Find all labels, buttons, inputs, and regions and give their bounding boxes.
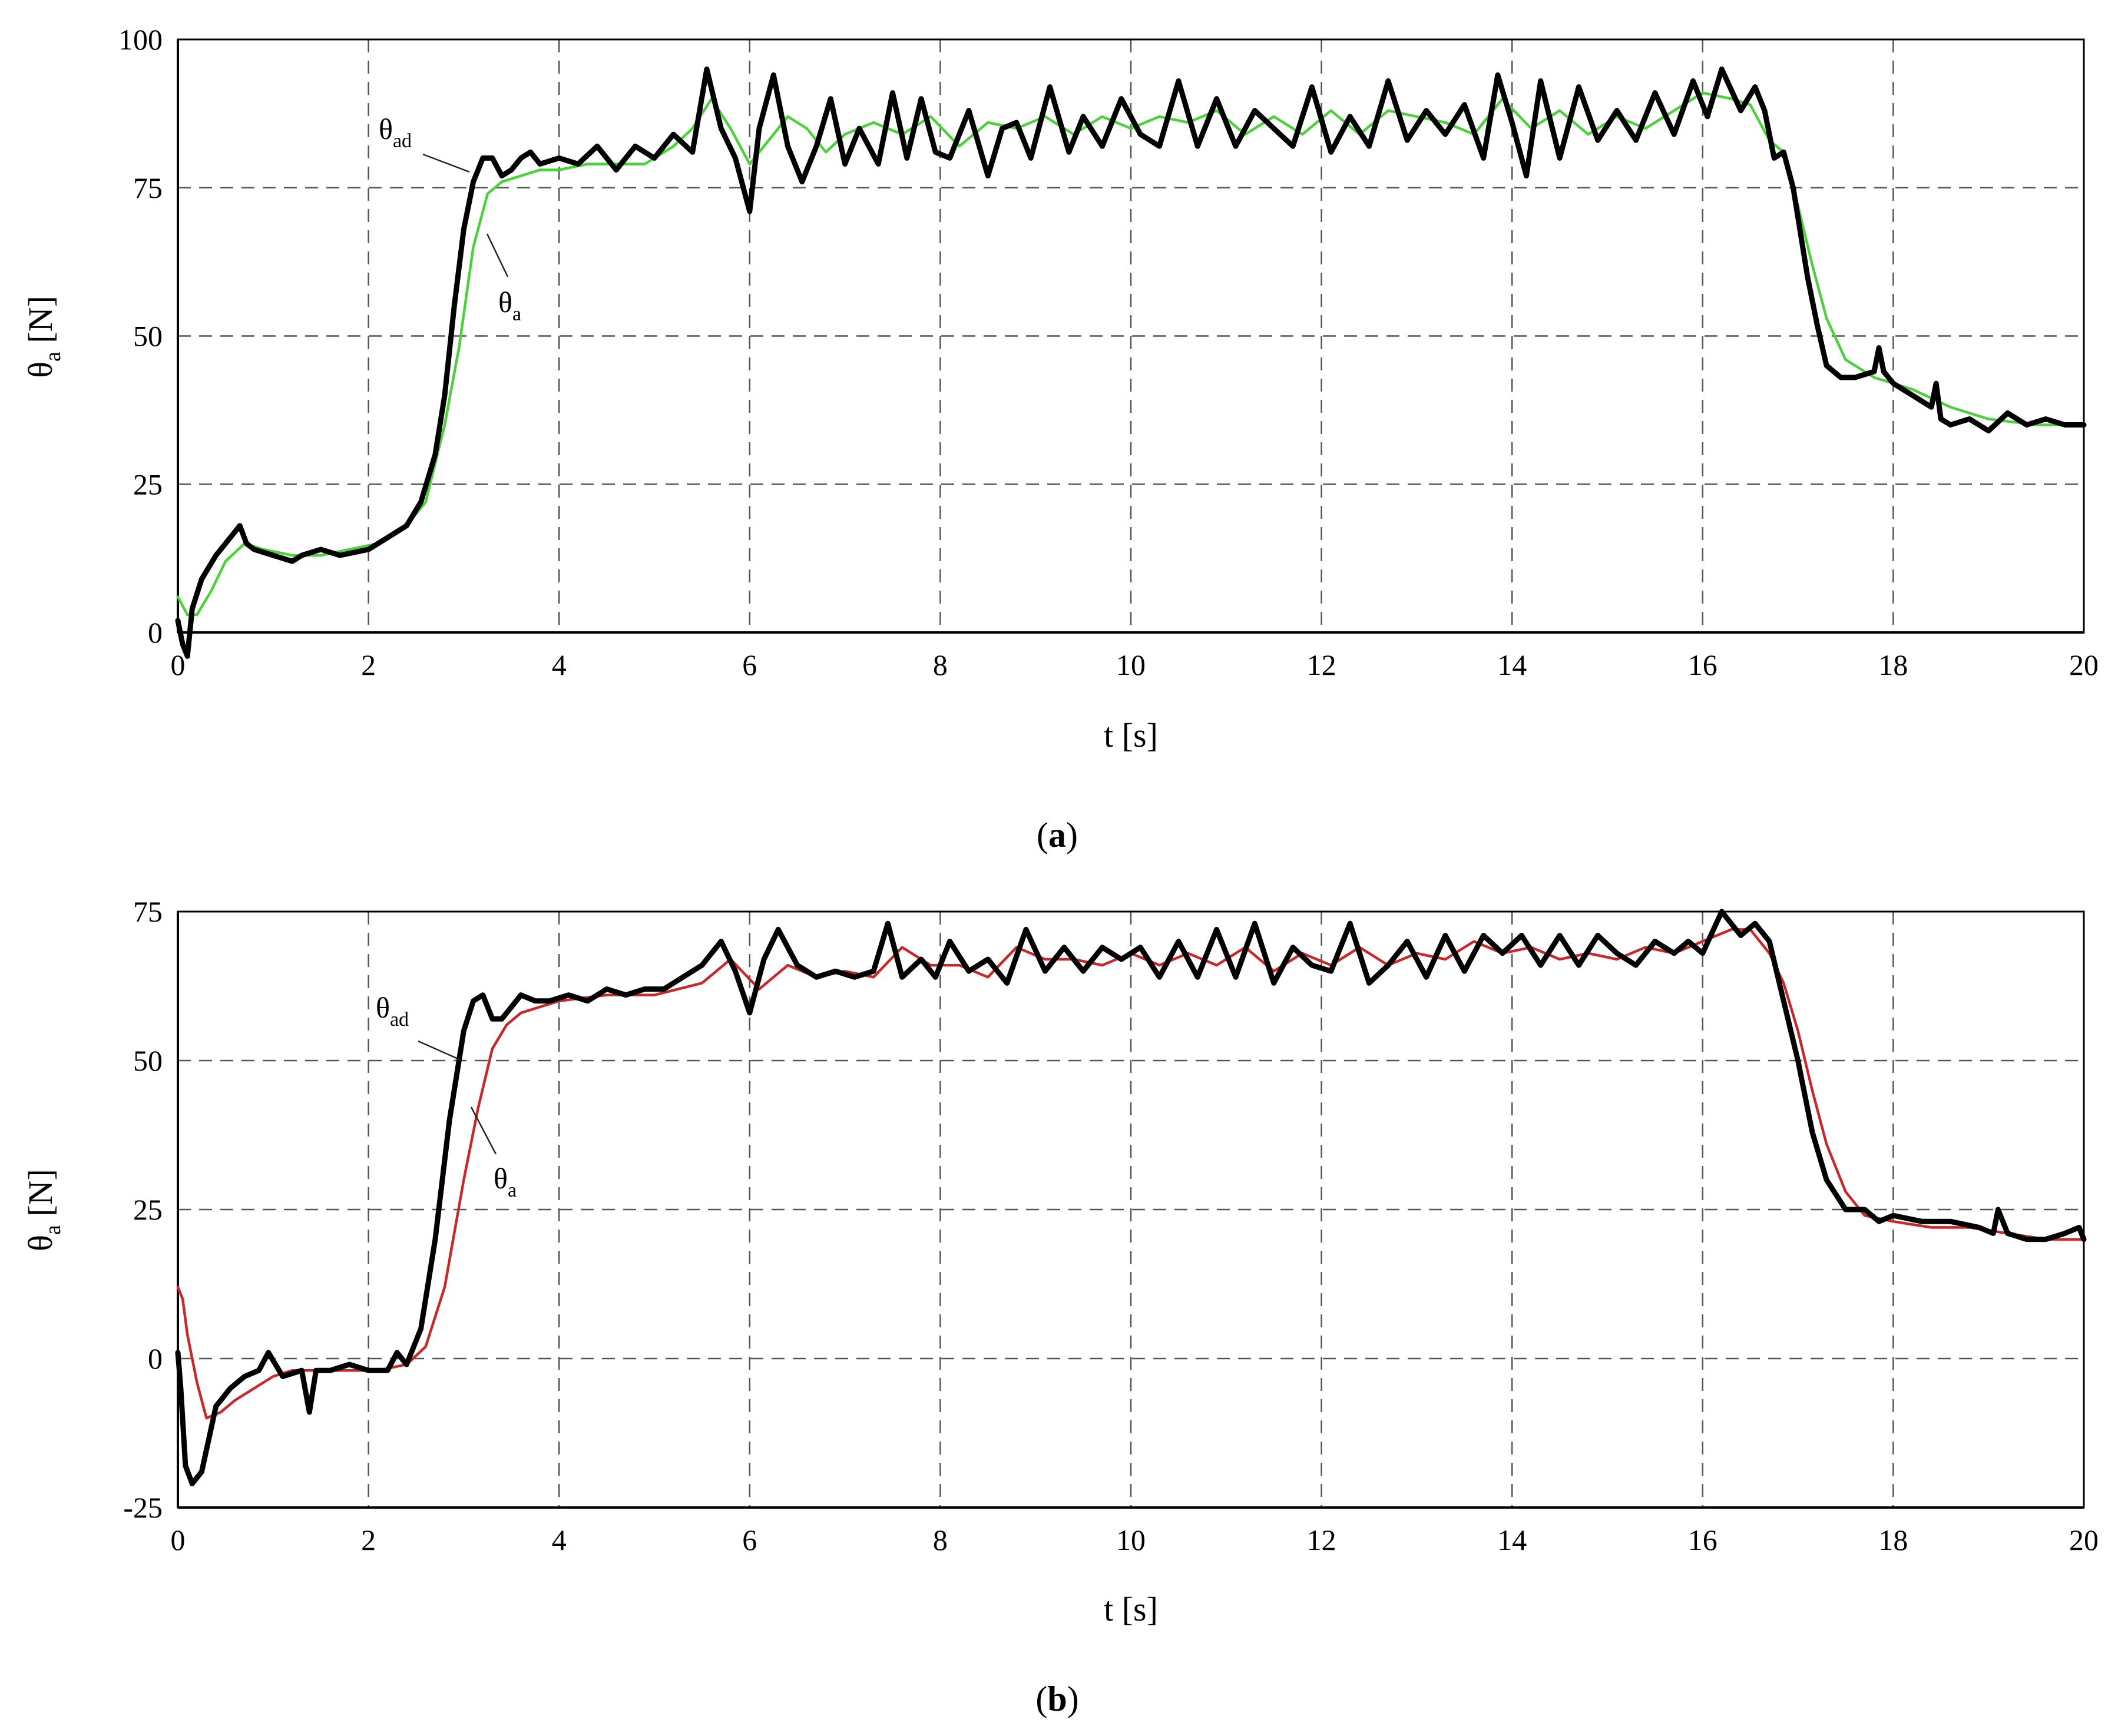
panel-a-x-tick-label: 8 — [933, 648, 948, 681]
panel-a-annotation-leader-a — [486, 233, 509, 277]
panel-b-series — [175, 909, 2087, 1486]
panel-b-x-tick-label: 14 — [1497, 1523, 1527, 1556]
panel-a-grid — [178, 39, 2084, 632]
panel-a: 0 2 4 6 8 10 12 14 16 18 20 0 25 50 75 100 θad θa θa [… — [21, 23, 2099, 854]
panel-a-y-axis-label: θa [N] — [21, 296, 65, 378]
panel-a-x-tick-label: 14 — [1497, 648, 1527, 681]
panel-a-x-tick-label: 18 — [1878, 648, 1908, 681]
panel-a-y-tick-label: 0 — [148, 616, 163, 649]
panel-b-y-tick-label: 75 — [133, 895, 163, 928]
panel-b-x-tick-label: 20 — [2069, 1523, 2099, 1556]
panel-a-y-ticks: 0 25 50 75 100 — [118, 23, 163, 649]
panel-b-x-tick-label: 6 — [742, 1523, 757, 1556]
panel-b-x-tick-label: 16 — [1688, 1523, 1717, 1556]
panel-b-caption: (b) — [1035, 1679, 1078, 1718]
panel-b-annotation-leader-a — [470, 1106, 497, 1155]
panel-b-grid — [178, 912, 2084, 1508]
panel-a-x-tick-label: 12 — [1307, 648, 1336, 681]
panel-a-annotation-theta-a: θa — [498, 286, 521, 325]
panel-a-x-tick-label: 16 — [1688, 648, 1717, 681]
panel-a-series — [175, 66, 2087, 659]
panel-a-x-tick-label: 4 — [552, 648, 567, 681]
panel-b-x-tick-label: 18 — [1878, 1523, 1908, 1556]
panel-b-x-tick-label: 2 — [361, 1523, 376, 1556]
panel-a-y-tick-label: 25 — [133, 468, 163, 501]
panel-a-x-tick-label: 2 — [361, 648, 376, 681]
panel-a-y-tick-label: 75 — [133, 171, 163, 204]
panel-b-annotation-theta-ad: θad — [376, 991, 409, 1031]
panel-b-series-theta-ad-line — [175, 909, 2087, 1486]
panel-b-x-tick-label: 4 — [552, 1523, 567, 1556]
panel-a-caption: (a) — [1037, 816, 1078, 854]
panel-b-y-tick-label: -25 — [123, 1491, 163, 1524]
panel-b-annotation-leader-ad — [418, 1040, 461, 1061]
panel-b-x-tick-label: 8 — [933, 1523, 948, 1556]
panel-b-y-tick-label: 0 — [148, 1342, 163, 1375]
panel-b-x-ticks: 0 2 4 6 8 10 12 14 16 18 20 — [171, 1523, 2099, 1556]
panel-b-series-theta-a-line — [176, 928, 2086, 1420]
panel-a-x-tick-label: 20 — [2069, 648, 2099, 681]
panel-a-x-tick-label: 0 — [171, 648, 186, 681]
panel-a-x-tick-label: 6 — [742, 648, 757, 681]
panel-a-y-tick-label: 50 — [133, 320, 163, 353]
panel-b-y-tick-label: 25 — [133, 1193, 163, 1226]
panel-b-y-ticks: -25 0 25 50 75 — [123, 895, 163, 1524]
panel-b-annotation-theta-a: θa — [494, 1162, 517, 1201]
panel-b-x-axis-label: t [s] — [1104, 1590, 1158, 1628]
panel-b-y-tick-label: 50 — [133, 1044, 163, 1077]
panel-b-x-tick-label: 0 — [171, 1523, 186, 1556]
panel-b-x-tick-label: 10 — [1116, 1523, 1146, 1556]
panel-a-annotation-leader-ad — [422, 153, 470, 173]
panel-a-x-axis-label: t [s] — [1104, 716, 1158, 754]
panel-b-y-axis-label: θa [N] — [21, 1169, 65, 1251]
panel-a-series-theta-ad-line — [175, 66, 2087, 659]
panel-b-x-tick-label: 12 — [1307, 1523, 1336, 1556]
panel-a-annotation-theta-ad: θad — [379, 112, 412, 152]
panel-a-y-tick-label: 100 — [118, 23, 163, 56]
panel-a-x-ticks: 0 2 4 6 8 10 12 14 16 18 20 — [171, 648, 2099, 681]
panel-a-x-tick-label: 10 — [1116, 648, 1146, 681]
